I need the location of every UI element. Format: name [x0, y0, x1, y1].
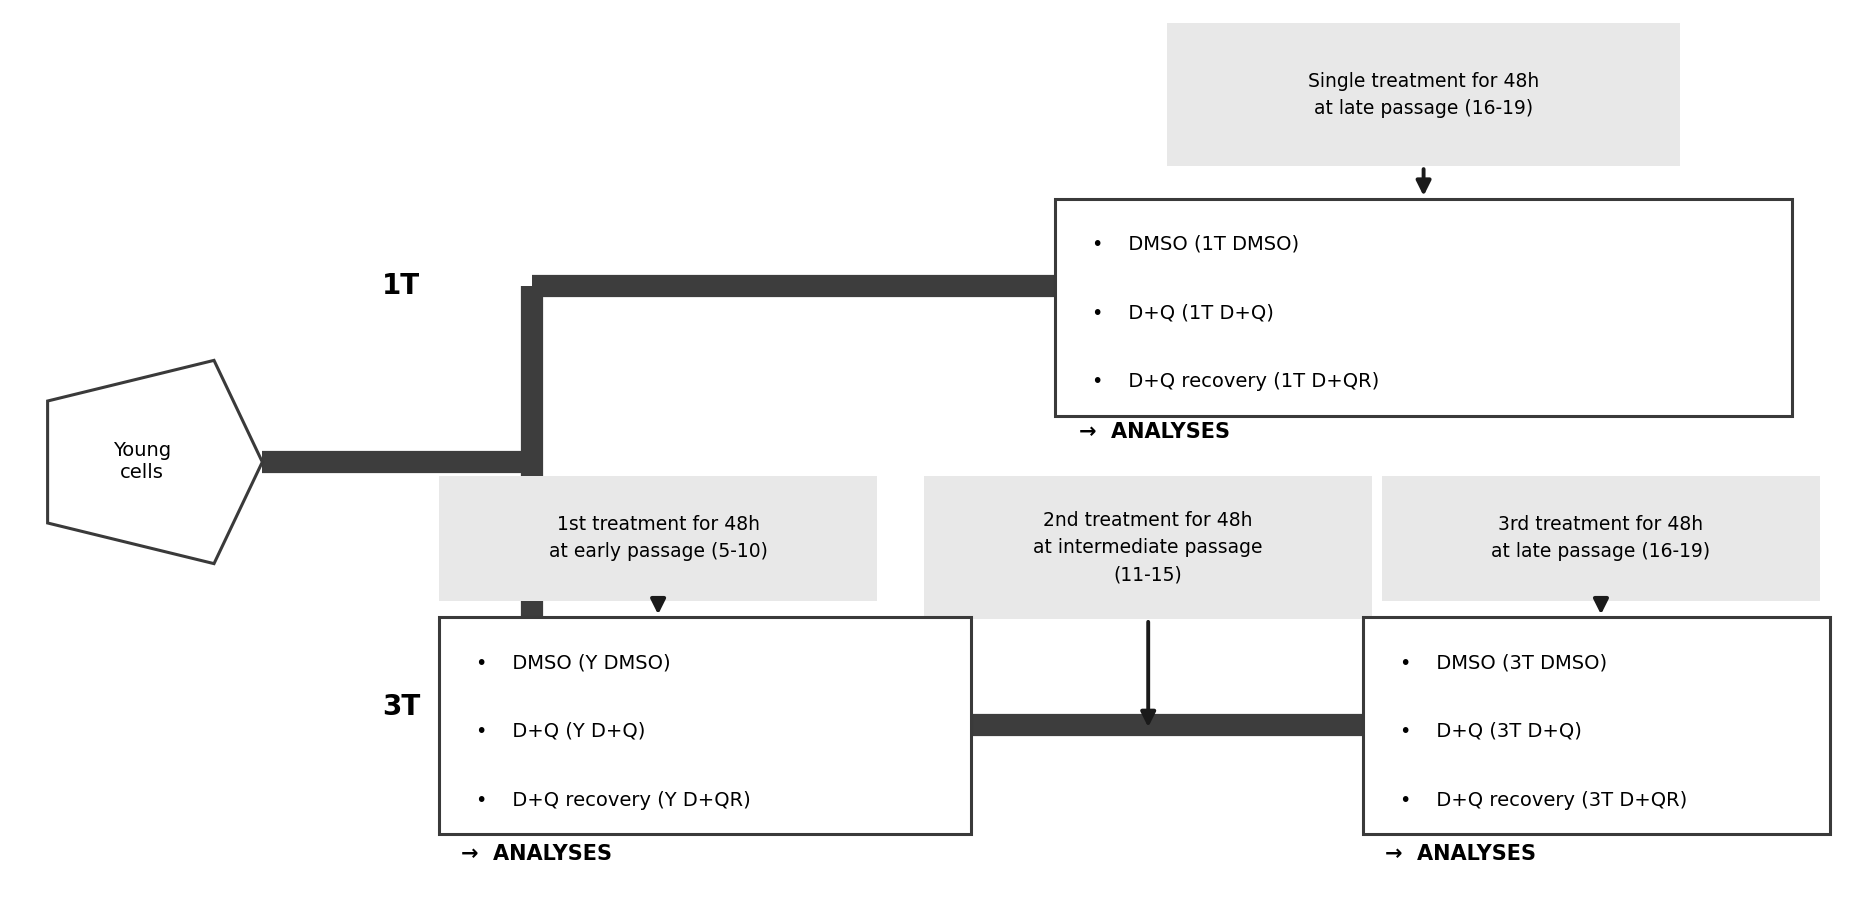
Text: 1st treatment for 48h
at early passage (5-10): 1st treatment for 48h at early passage (… [549, 515, 767, 562]
Text: →  ANALYSES: → ANALYSES [1079, 422, 1230, 443]
Text: •    DMSO (1T DMSO): • DMSO (1T DMSO) [1092, 235, 1299, 253]
FancyBboxPatch shape [1363, 617, 1830, 834]
Text: •    DMSO (3T DMSO): • DMSO (3T DMSO) [1400, 653, 1607, 672]
Text: 3T: 3T [383, 693, 420, 721]
FancyBboxPatch shape [1055, 199, 1792, 416]
Text: •    DMSO (Y DMSO): • DMSO (Y DMSO) [476, 653, 670, 672]
Text: •    D+Q recovery (Y D+QR): • D+Q recovery (Y D+QR) [476, 791, 751, 809]
Polygon shape [49, 360, 261, 564]
Text: •    D+Q (1T D+Q): • D+Q (1T D+Q) [1092, 303, 1273, 322]
Text: •    D+Q recovery (3T D+QR): • D+Q recovery (3T D+QR) [1400, 791, 1688, 809]
Text: •    D+Q (Y D+Q): • D+Q (Y D+Q) [476, 722, 646, 741]
FancyBboxPatch shape [439, 476, 877, 601]
Text: Young
cells: Young cells [114, 442, 172, 482]
Text: →  ANALYSES: → ANALYSES [1385, 844, 1537, 864]
FancyBboxPatch shape [439, 617, 971, 834]
Text: 3rd treatment for 48h
at late passage (16-19): 3rd treatment for 48h at late passage (1… [1492, 515, 1710, 562]
FancyBboxPatch shape [1167, 23, 1680, 166]
Text: •    D+Q (3T D+Q): • D+Q (3T D+Q) [1400, 722, 1581, 741]
Text: →  ANALYSES: → ANALYSES [461, 844, 612, 864]
Text: Single treatment for 48h
at late passage (16-19): Single treatment for 48h at late passage… [1309, 71, 1538, 118]
FancyBboxPatch shape [924, 476, 1372, 619]
Text: 1T: 1T [383, 273, 420, 300]
Text: •    D+Q recovery (1T D+QR): • D+Q recovery (1T D+QR) [1092, 372, 1380, 391]
Text: 2nd treatment for 48h
at intermediate passage
(11-15): 2nd treatment for 48h at intermediate pa… [1034, 511, 1262, 584]
FancyBboxPatch shape [1382, 476, 1820, 601]
